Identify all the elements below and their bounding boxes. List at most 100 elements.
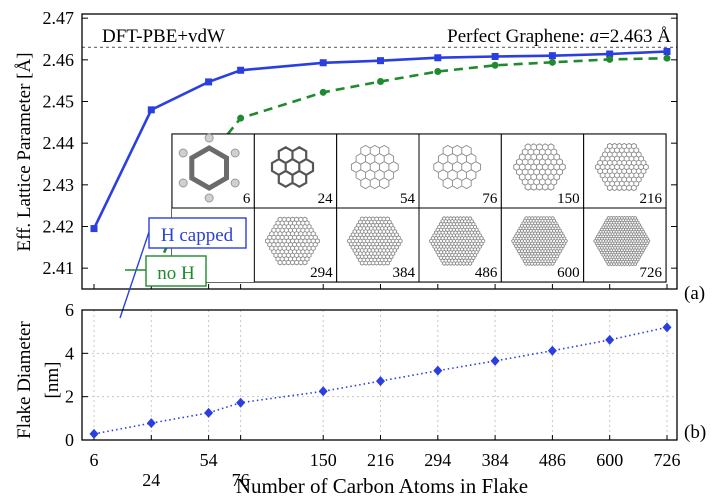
panel-b-ytick-label: 4 — [65, 343, 74, 363]
flake-lattice — [593, 215, 651, 267]
data-point-h-capped — [434, 54, 442, 62]
flake-lattice — [594, 142, 649, 192]
diameter-point — [204, 407, 214, 418]
legend-no-h-label: no H — [157, 263, 195, 284]
data-point-h-capped — [90, 225, 98, 233]
diameter-point — [547, 345, 557, 356]
panel-a-ytick-label: 2.43 — [43, 175, 75, 195]
flake-atom-count: 76 — [482, 191, 498, 207]
method-label: DFT-PBE+vdW — [102, 26, 225, 47]
panel-a-series — [90, 48, 671, 284]
diameter-point — [490, 355, 500, 366]
flake-atom-count: 294 — [310, 265, 333, 281]
panel-b-ytick-label: 2 — [65, 387, 74, 407]
panel-b-frame — [81, 309, 678, 441]
data-point-no-h — [491, 61, 499, 69]
flake-atom-count: 216 — [640, 191, 663, 207]
hydrogen-atom — [230, 148, 240, 158]
diameter-point — [318, 386, 328, 397]
flake-cell-384: 384 — [336, 207, 420, 283]
legend-no-h-box — [145, 255, 207, 287]
diameter-point — [89, 428, 99, 439]
x-tick-label: 76 — [232, 470, 250, 490]
x-tick-label: 726 — [654, 450, 681, 470]
data-point-h-capped — [319, 59, 327, 67]
data-point-h-capped — [205, 78, 213, 86]
hydrogen-atom — [230, 178, 240, 188]
panel-b-label: (b) — [684, 422, 706, 443]
panel-b-grid — [82, 310, 677, 440]
data-point-no-h — [548, 58, 556, 66]
flake-lattice — [511, 216, 568, 266]
x-tick-label: 150 — [310, 450, 337, 470]
data-point-h-capped — [606, 50, 614, 58]
data-point-h-capped — [147, 106, 155, 114]
x-tick-label: 384 — [482, 450, 509, 470]
diameter-point — [605, 334, 615, 345]
data-point-no-h — [606, 55, 614, 63]
flake-lattice — [350, 144, 399, 190]
flake-inset: 6 24 54 76 150 216 294 384 486 600 726 — [171, 133, 667, 283]
legend-h-capped-box — [148, 217, 247, 249]
flake-cell-294: 294 — [253, 207, 338, 283]
legend-h-capped-label: H capped — [161, 225, 234, 246]
benzene-ring — [189, 145, 229, 191]
panel-b-ytick-label: 6 — [65, 300, 74, 320]
x-tick-label: 486 — [539, 450, 566, 470]
flake-atom-count: 24 — [318, 191, 334, 207]
data-point-no-h — [377, 78, 384, 85]
data-point-h-capped — [548, 52, 556, 60]
flake-cell-24: 24 — [253, 133, 338, 209]
panel-a-ylabel: Eff. Lattice Parameter [Å] — [14, 52, 35, 251]
diameter-point — [236, 397, 246, 408]
hydrogen-atom — [178, 148, 188, 158]
flake-lattice — [270, 146, 315, 188]
x-axis-label: Number of Carbon Atoms in Flake — [236, 474, 528, 498]
flake-atom-count: 54 — [400, 191, 416, 207]
flake-cell-6: 6 — [171, 133, 255, 209]
flake-atom-count: 600 — [557, 265, 580, 281]
flake-lattice — [513, 143, 566, 191]
flake-cell-54: 54 — [336, 133, 420, 209]
panel-a-ytick-label: 2.47 — [43, 8, 75, 28]
data-point-h-capped — [237, 66, 245, 74]
flake-lattice — [429, 216, 486, 266]
flake-cell-486: 486 — [418, 207, 502, 283]
flake-cell-border — [253, 133, 338, 209]
data-point-no-h — [237, 114, 245, 122]
x-tick-label: 54 — [200, 450, 218, 470]
panel-a-ytick-label: 2.42 — [43, 217, 75, 237]
flake-cell-600: 600 — [500, 207, 585, 283]
legend-h-capped: H capped — [119, 217, 247, 319]
hydrogen-atom — [178, 178, 188, 188]
flake-cell-216: 216 — [583, 133, 667, 209]
diameter-point — [662, 322, 672, 333]
x-tick-label: 216 — [367, 450, 394, 470]
x-tick-label: 294 — [424, 450, 451, 470]
panel-a-ytick-label: 2.44 — [43, 133, 75, 153]
x-tick-label: 6 — [90, 450, 99, 470]
legend-h-capped-pointer — [119, 231, 150, 319]
x-tick-label: 24 — [142, 470, 160, 490]
panel-b-series — [89, 322, 672, 439]
flake-cell-726: 726 — [583, 207, 667, 283]
panel-a-label: (a) — [684, 283, 705, 304]
panel-a: 2.41 2.42 2.43 2.44 2.45 2.46 2.47 DFT-PBE+vdW… — [14, 8, 705, 319]
flake-lattice — [347, 216, 403, 266]
data-point-no-h — [319, 88, 327, 96]
panel-a-tick-labels: 2.41 2.42 2.43 2.44 2.45 2.46 2.47 — [43, 8, 677, 289]
flake-atom-count: 486 — [475, 265, 498, 281]
flake-atom-count: 150 — [557, 191, 580, 207]
diameter-point — [433, 365, 443, 376]
data-point-no-h — [663, 54, 671, 62]
diameter-point — [146, 418, 156, 429]
panel-b-ylabel-line1: Flake Diameter — [14, 321, 35, 439]
x-tick-label: 600 — [596, 450, 623, 470]
hydrogen-atom — [204, 193, 214, 203]
panel-a-ytick-label: 2.45 — [43, 92, 75, 112]
panel-a-ytick-label: 2.46 — [43, 50, 75, 70]
data-point-h-capped — [377, 57, 384, 65]
